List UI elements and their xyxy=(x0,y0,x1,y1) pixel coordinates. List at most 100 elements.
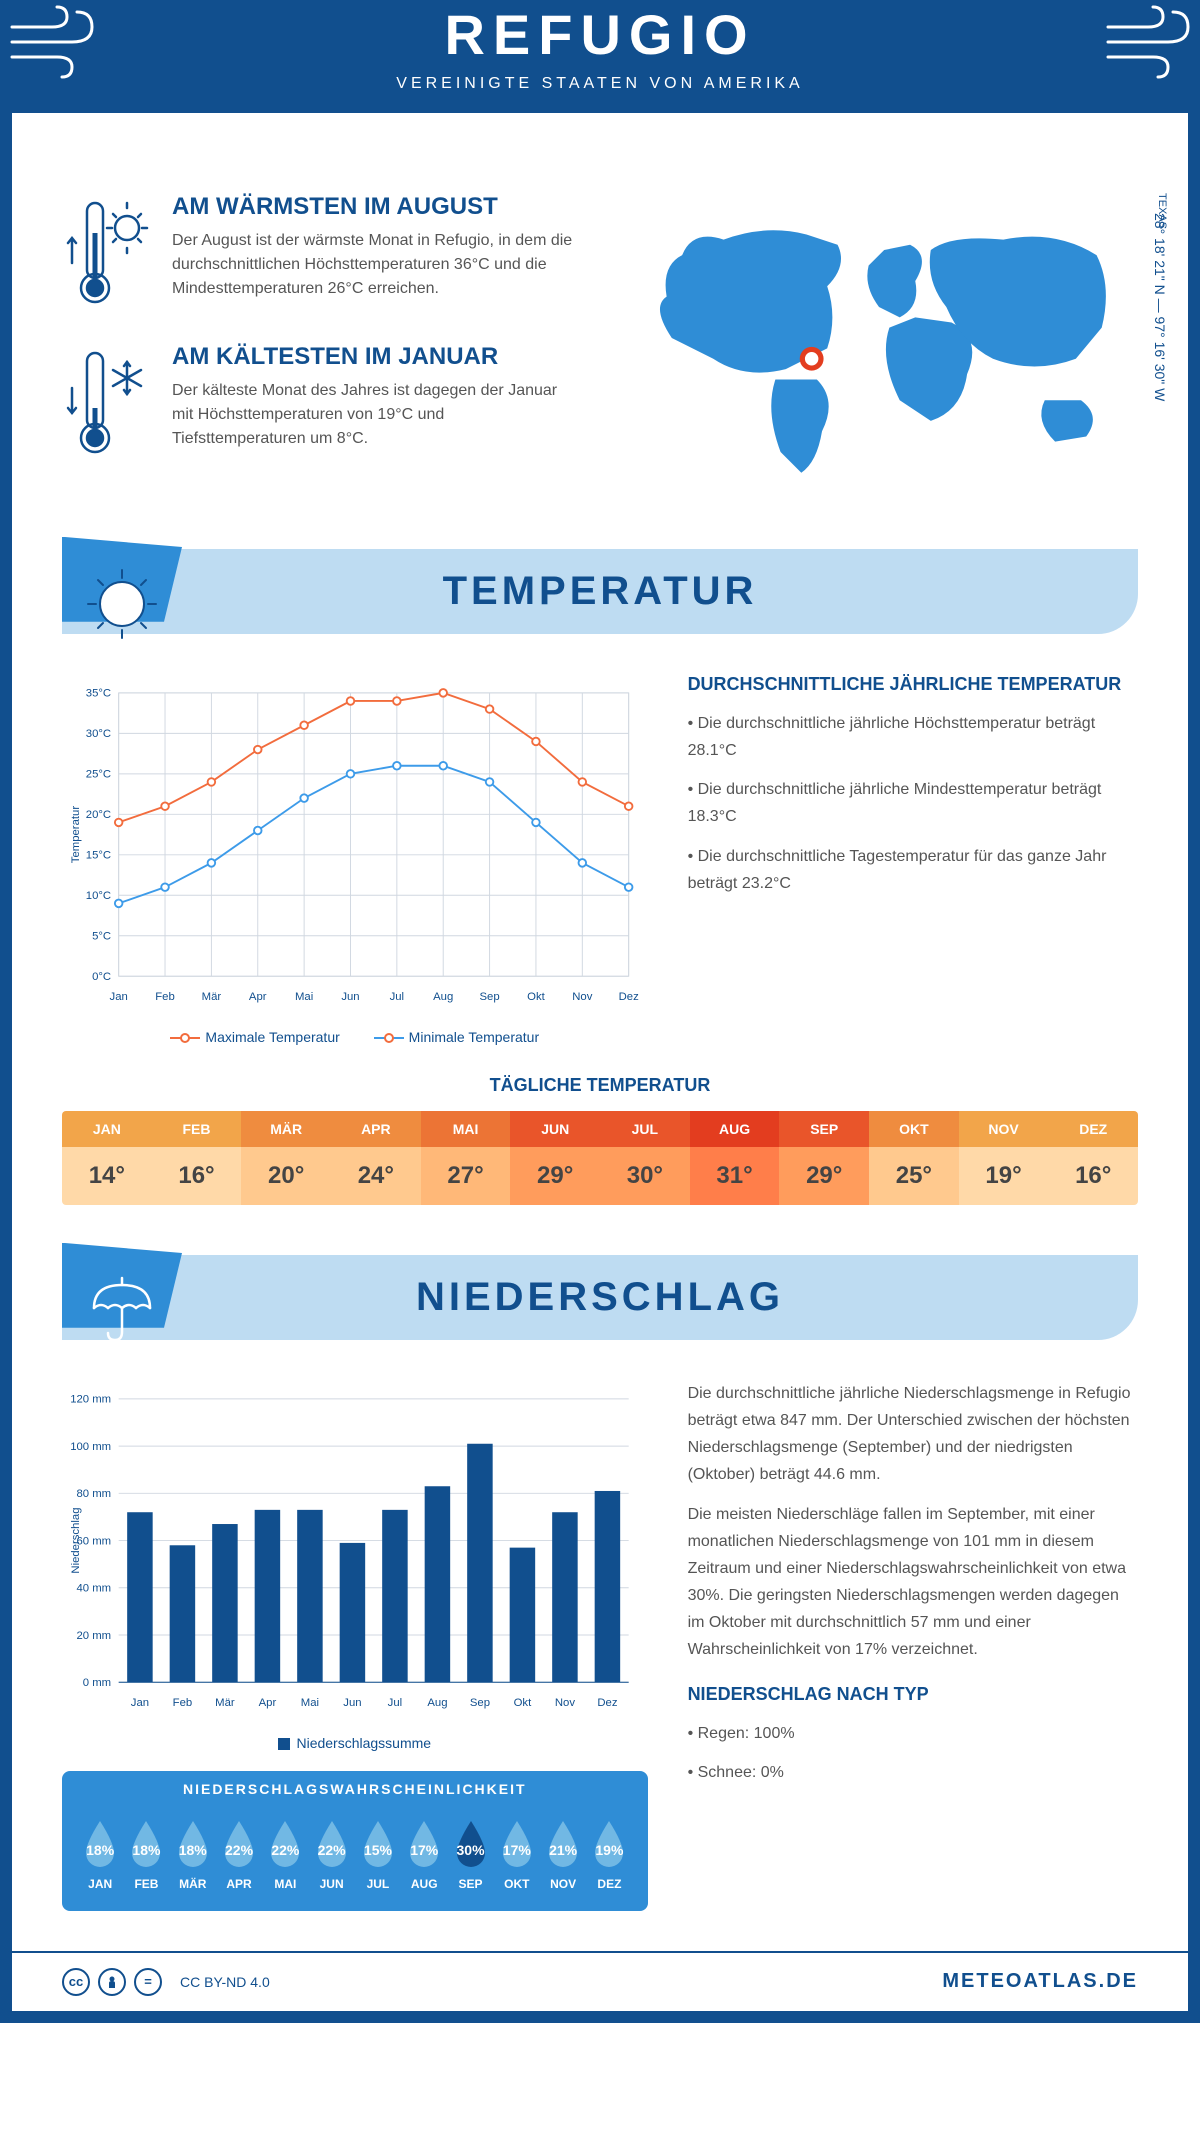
drop-cell: 18% FEB xyxy=(123,1817,169,1891)
svg-text:100 mm: 100 mm xyxy=(70,1441,111,1453)
temperature-line-chart: 0°C5°C10°C15°C20°C25°C30°C35°CJanFebMärA… xyxy=(62,674,648,1014)
fact-title: AM KÄLTESTEN IM JANUAR xyxy=(172,343,580,371)
svg-text:20°C: 20°C xyxy=(86,809,111,821)
page-title: REFUGIO xyxy=(0,2,1200,67)
drop-cell: 17% OKT xyxy=(494,1817,540,1891)
svg-text:Dez: Dez xyxy=(597,1697,617,1709)
svg-text:25°C: 25°C xyxy=(86,768,111,780)
page-container: REFUGIO VEREINIGTE STAATEN VON AMERIKA A… xyxy=(0,0,1200,2023)
temp-cell: JAN 14° xyxy=(62,1111,152,1205)
precip-probability-panel: NIEDERSCHLAGSWAHRSCHEINLICHKEIT 18% JAN … xyxy=(62,1771,648,1911)
drop-cell: 22% MAI xyxy=(262,1817,308,1891)
svg-text:Mai: Mai xyxy=(301,1697,319,1709)
section-banner-temperature: TEMPERATUR xyxy=(62,549,1138,634)
svg-text:Nov: Nov xyxy=(555,1697,575,1709)
page-subtitle: VEREINIGTE STAATEN VON AMERIKA xyxy=(0,75,1200,93)
svg-text:Sep: Sep xyxy=(480,991,500,1003)
svg-text:Jan: Jan xyxy=(131,1697,149,1709)
svg-text:Mär: Mär xyxy=(215,1697,235,1709)
svg-text:35°C: 35°C xyxy=(86,687,111,699)
precip-text: Die meisten Niederschläge fallen im Sept… xyxy=(688,1501,1138,1664)
world-map: TEXAS 28° 18' 21" N — 97° 16' 30" W xyxy=(620,193,1138,509)
temp-cell: AUG 31° xyxy=(690,1111,780,1205)
precip-summary: Die durchschnittliche jährliche Niedersc… xyxy=(688,1380,1138,1911)
fact-body: Der August ist der wärmste Monat in Refu… xyxy=(172,229,580,301)
bullet: • Die durchschnittliche jährliche Mindes… xyxy=(688,776,1138,830)
license: cc = CC BY-ND 4.0 xyxy=(62,1968,270,1996)
svg-text:80 mm: 80 mm xyxy=(76,1488,111,1500)
temp-cell: JUL 30° xyxy=(600,1111,690,1205)
drop-cell: 19% DEZ xyxy=(586,1817,632,1891)
svg-text:Niederschlag: Niederschlag xyxy=(70,1507,82,1573)
bullet: • Die durchschnittliche jährliche Höchst… xyxy=(688,710,1138,764)
drop-cell: 18% JAN xyxy=(77,1817,123,1891)
temp-cell: FEB 16° xyxy=(152,1111,242,1205)
drop-cell: 30% SEP xyxy=(447,1817,493,1891)
svg-text:Jun: Jun xyxy=(341,991,359,1003)
drop-cell: 17% AUG xyxy=(401,1817,447,1891)
svg-text:Apr: Apr xyxy=(249,991,267,1003)
precip-bar-chart: 0 mm20 mm40 mm60 mm80 mm100 mm120 mmJanF… xyxy=(62,1380,648,1720)
svg-text:20 mm: 20 mm xyxy=(76,1630,111,1642)
fact-body: Der kälteste Monat des Jahres ist dagege… xyxy=(172,379,580,451)
temp-cell: JUN 29° xyxy=(510,1111,600,1205)
svg-text:Jan: Jan xyxy=(110,991,128,1003)
svg-text:120 mm: 120 mm xyxy=(70,1393,111,1405)
svg-text:Aug: Aug xyxy=(427,1697,447,1709)
svg-text:Jul: Jul xyxy=(388,1697,402,1709)
daily-temp-title: TÄGLICHE TEMPERATUR xyxy=(62,1075,1138,1096)
wind-icon xyxy=(2,2,102,82)
drop-cell: 21% NOV xyxy=(540,1817,586,1891)
sun-icon xyxy=(82,564,162,644)
section-banner-precip: NIEDERSCHLAG xyxy=(62,1255,1138,1340)
precip-legend: Niederschlagssumme xyxy=(62,1735,648,1751)
cc-icon: cc xyxy=(62,1968,90,1996)
drop-cell: 22% APR xyxy=(216,1817,262,1891)
svg-text:15°C: 15°C xyxy=(86,849,111,861)
svg-text:Jul: Jul xyxy=(390,991,404,1003)
bullet: • Die durchschnittliche Tagestemperatur … xyxy=(688,843,1138,897)
section-title: TEMPERATUR xyxy=(62,569,1138,614)
umbrella-icon xyxy=(82,1270,162,1350)
svg-text:Apr: Apr xyxy=(259,1697,277,1709)
section-title: NIEDERSCHLAG xyxy=(62,1275,1138,1320)
summary-title: DURCHSCHNITTLICHE JÄHRLICHE TEMPERATUR xyxy=(688,674,1138,695)
svg-text:Aug: Aug xyxy=(433,991,453,1003)
nd-icon: = xyxy=(134,1968,162,1996)
svg-text:Okt: Okt xyxy=(514,1697,532,1709)
svg-text:Mär: Mär xyxy=(202,991,222,1003)
brand: METEOATLAS.DE xyxy=(942,1970,1138,1993)
svg-text:Okt: Okt xyxy=(527,991,545,1003)
svg-text:Feb: Feb xyxy=(173,1697,193,1709)
bullet: • Schnee: 0% xyxy=(688,1759,1138,1786)
svg-text:Mai: Mai xyxy=(295,991,313,1003)
header: REFUGIO VEREINIGTE STAATEN VON AMERIKA xyxy=(0,0,1200,113)
svg-text:0°C: 0°C xyxy=(92,971,111,983)
footer: cc = CC BY-ND 4.0 METEOATLAS.DE xyxy=(12,1951,1188,2011)
svg-text:Jun: Jun xyxy=(343,1697,361,1709)
intro-row: AM WÄRMSTEN IM AUGUST Der August ist der… xyxy=(62,193,1138,509)
drop-cell: 15% JUL xyxy=(355,1817,401,1891)
thermometer-hot-icon xyxy=(62,193,152,313)
coords-label: 28° 18' 21" N — 97° 16' 30" W xyxy=(1152,213,1168,401)
svg-text:0 mm: 0 mm xyxy=(83,1677,111,1689)
license-text: CC BY-ND 4.0 xyxy=(180,1974,270,1990)
svg-text:30°C: 30°C xyxy=(86,728,111,740)
fact-warmest: AM WÄRMSTEN IM AUGUST Der August ist der… xyxy=(62,193,580,313)
temp-cell: APR 24° xyxy=(331,1111,421,1205)
wind-icon xyxy=(1098,2,1198,82)
thermometer-cold-icon xyxy=(62,343,152,463)
svg-text:Sep: Sep xyxy=(470,1697,490,1709)
temp-cell: MAI 27° xyxy=(421,1111,511,1205)
precip-type-title: NIEDERSCHLAG NACH TYP xyxy=(688,1684,1138,1705)
drop-cell: 18% MÄR xyxy=(170,1817,216,1891)
precip-text: Die durchschnittliche jährliche Niedersc… xyxy=(688,1380,1138,1489)
svg-text:10°C: 10°C xyxy=(86,890,111,902)
temp-legend: .legend-swatch:nth-of-type(1)::after{bor… xyxy=(62,1029,648,1045)
daily-temp-table: JAN 14° FEB 16° MÄR 20° APR 24° MAI 27° … xyxy=(62,1111,1138,1205)
drop-cell: 22% JUN xyxy=(308,1817,354,1891)
svg-text:Feb: Feb xyxy=(155,991,175,1003)
temp-cell: NOV 19° xyxy=(959,1111,1049,1205)
precip-prob-title: NIEDERSCHLAGSWAHRSCHEINLICHKEIT xyxy=(62,1771,648,1807)
svg-text:40 mm: 40 mm xyxy=(76,1582,111,1594)
